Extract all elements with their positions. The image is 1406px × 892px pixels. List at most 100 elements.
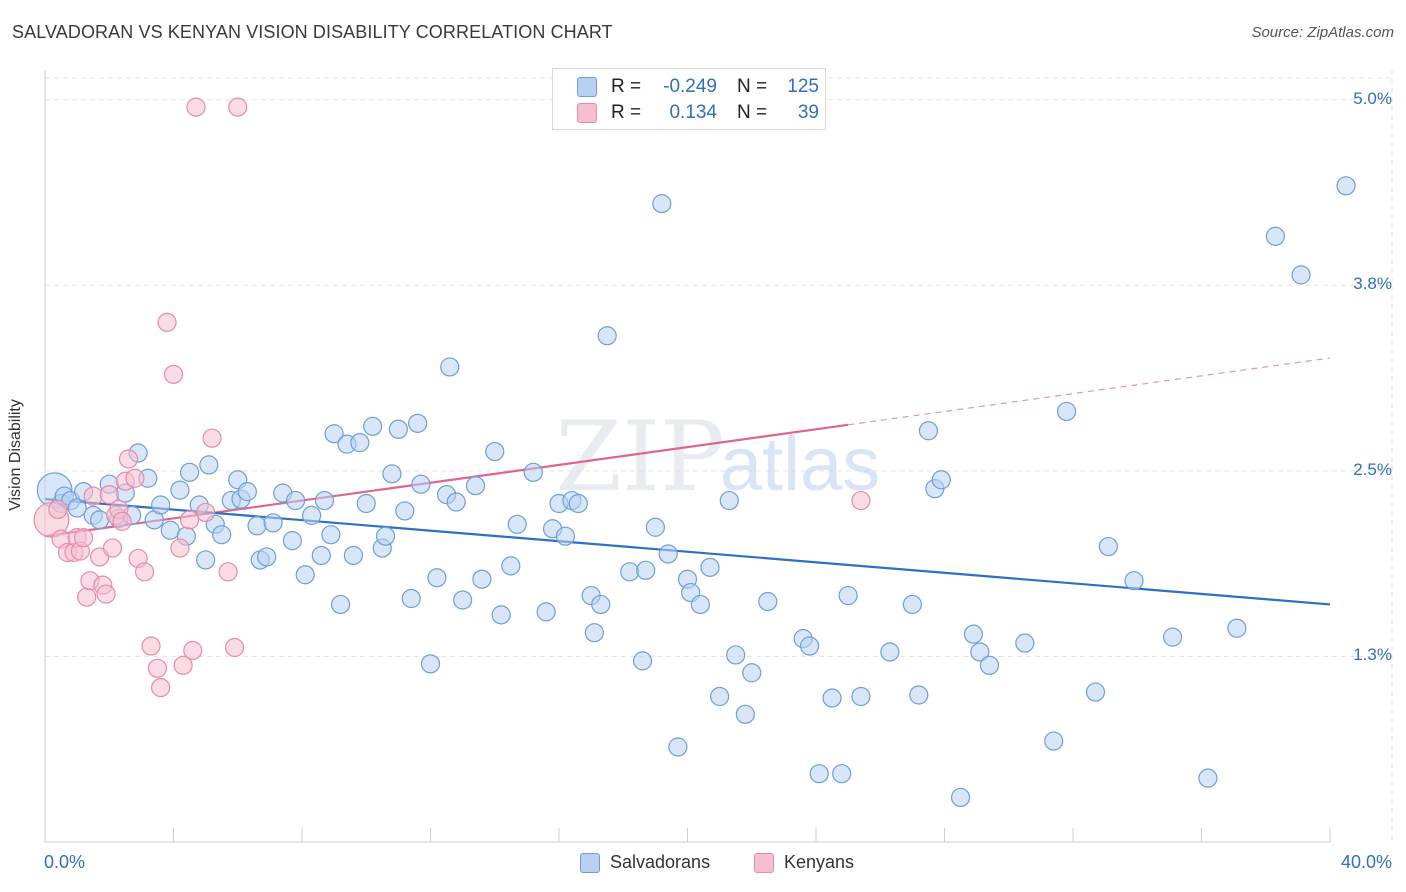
swatch-salvadorans xyxy=(580,852,600,873)
data-point-salvadorans xyxy=(726,645,746,665)
data-point-salvadorans xyxy=(735,704,755,724)
data-point-salvadorans xyxy=(620,562,640,582)
data-point-salvadorans xyxy=(931,470,951,490)
data-point-salvadorans xyxy=(446,492,466,512)
data-point-salvadorans xyxy=(440,357,460,377)
data-point-kenyans xyxy=(112,511,132,531)
data-point-salvadorans xyxy=(880,642,900,662)
data-point-salvadorans xyxy=(1162,627,1183,647)
data-point-salvadorans xyxy=(658,544,678,564)
data-point-salvadorans xyxy=(809,764,829,784)
data-point-kenyans xyxy=(151,677,171,698)
data-point-kenyans xyxy=(141,636,161,656)
data-point-salvadorans xyxy=(90,510,110,530)
data-point-kenyans xyxy=(851,490,871,511)
data-point-salvadorans xyxy=(453,590,473,610)
data-point-salvadorans xyxy=(1198,768,1218,788)
data-point-salvadorans xyxy=(324,424,344,444)
data-point-salvadorans xyxy=(979,655,1000,675)
data-point-salvadorans xyxy=(485,441,505,462)
legend-label: Kenyans xyxy=(784,852,855,872)
data-point-salvadorans xyxy=(1056,401,1077,422)
data-point-salvadorans xyxy=(1227,618,1247,638)
r-label: R = xyxy=(611,76,642,97)
data-point-salvadorans xyxy=(1098,536,1118,557)
legend-item-kenyans[interactable]: Kenyans xyxy=(754,852,854,873)
data-point-salvadorans xyxy=(719,490,739,511)
series-legend: Salvadorans Kenyans xyxy=(0,852,1406,876)
points-salvadorans xyxy=(36,176,1356,808)
data-point-salvadorans xyxy=(330,594,351,615)
data-point-kenyans xyxy=(99,485,119,505)
data-point-salvadorans xyxy=(408,413,428,433)
data-point-salvadorans xyxy=(411,474,431,494)
swatch-kenyans xyxy=(754,852,774,873)
data-point-salvadorans xyxy=(401,588,421,609)
data-point-salvadorans xyxy=(388,419,408,439)
grid-lines xyxy=(45,70,1393,842)
data-point-salvadorans xyxy=(237,482,257,502)
watermark-zip: ZIP xyxy=(555,401,724,513)
data-point-kenyans xyxy=(163,364,184,384)
data-point-salvadorans xyxy=(356,493,376,514)
data-point-salvadorans xyxy=(838,585,858,606)
data-point-kenyans xyxy=(224,637,245,658)
swatch-salvadorans xyxy=(577,77,597,97)
data-point-salvadorans xyxy=(427,568,447,588)
data-point-salvadorans xyxy=(591,594,611,615)
swatch-kenyans xyxy=(577,103,597,123)
data-point-salvadorans xyxy=(321,525,341,545)
legend-label: Salvadorans xyxy=(610,852,711,872)
data-point-salvadorans xyxy=(212,525,232,545)
r-value: -0.249 xyxy=(663,76,717,97)
data-point-salvadorans xyxy=(822,688,842,708)
y-tick-label: 2.5% xyxy=(1353,459,1392,479)
data-point-salvadorans xyxy=(963,624,984,644)
data-point-salvadorans xyxy=(263,513,283,533)
x-tick-max: 40.0% xyxy=(1340,852,1392,872)
data-point-salvadorans xyxy=(851,686,871,707)
data-point-salvadorans xyxy=(302,505,322,525)
data-point-kenyans xyxy=(48,499,68,520)
data-point-kenyans xyxy=(102,538,123,558)
trend-line-kenyans xyxy=(44,357,1331,538)
legend-row-kenyans: R = 0.134 N = 39 xyxy=(577,101,819,125)
data-point-kenyans xyxy=(125,468,145,488)
data-point-salvadorans xyxy=(584,623,604,643)
data-point-salvadorans xyxy=(700,557,720,577)
data-point-kenyans xyxy=(173,655,193,675)
data-point-salvadorans xyxy=(465,476,486,496)
data-point-salvadorans xyxy=(196,550,216,570)
data-point-salvadorans xyxy=(363,416,383,436)
data-point-kenyans xyxy=(228,97,248,117)
legend-item-salvadorans[interactable]: Salvadorans xyxy=(580,852,710,873)
data-point-kenyans xyxy=(196,502,216,523)
data-point-salvadorans xyxy=(918,421,939,441)
y-tick-label: 3.8% xyxy=(1353,274,1392,294)
r-value: 0.134 xyxy=(669,102,717,123)
n-label: N = xyxy=(737,102,768,123)
data-point-kenyans xyxy=(202,428,222,448)
y-tick-label: 1.3% xyxy=(1353,645,1392,665)
data-point-kenyans xyxy=(118,449,139,469)
data-point-kenyans xyxy=(179,510,200,530)
data-point-salvadorans xyxy=(350,433,370,453)
data-point-salvadorans xyxy=(295,565,315,585)
data-point-salvadorans xyxy=(395,501,415,521)
data-point-kenyans xyxy=(157,312,177,332)
data-point-kenyans xyxy=(183,640,203,661)
n-value: 39 xyxy=(797,102,819,123)
data-point-salvadorans xyxy=(568,493,588,514)
data-point-salvadorans xyxy=(652,194,672,214)
y-tick-label: 5.0% xyxy=(1353,88,1392,108)
trend-kenyans-solid xyxy=(44,423,849,538)
data-point-salvadorans xyxy=(832,764,852,784)
data-point-kenyans xyxy=(96,584,116,604)
data-point-salvadorans xyxy=(1124,571,1144,591)
data-point-salvadorans xyxy=(199,455,219,475)
data-point-salvadorans xyxy=(1291,265,1311,285)
data-point-salvadorans xyxy=(1336,176,1356,196)
data-point-salvadorans xyxy=(742,663,762,683)
watermark: ZIP atlas xyxy=(555,401,880,513)
data-point-salvadorans xyxy=(970,642,990,662)
